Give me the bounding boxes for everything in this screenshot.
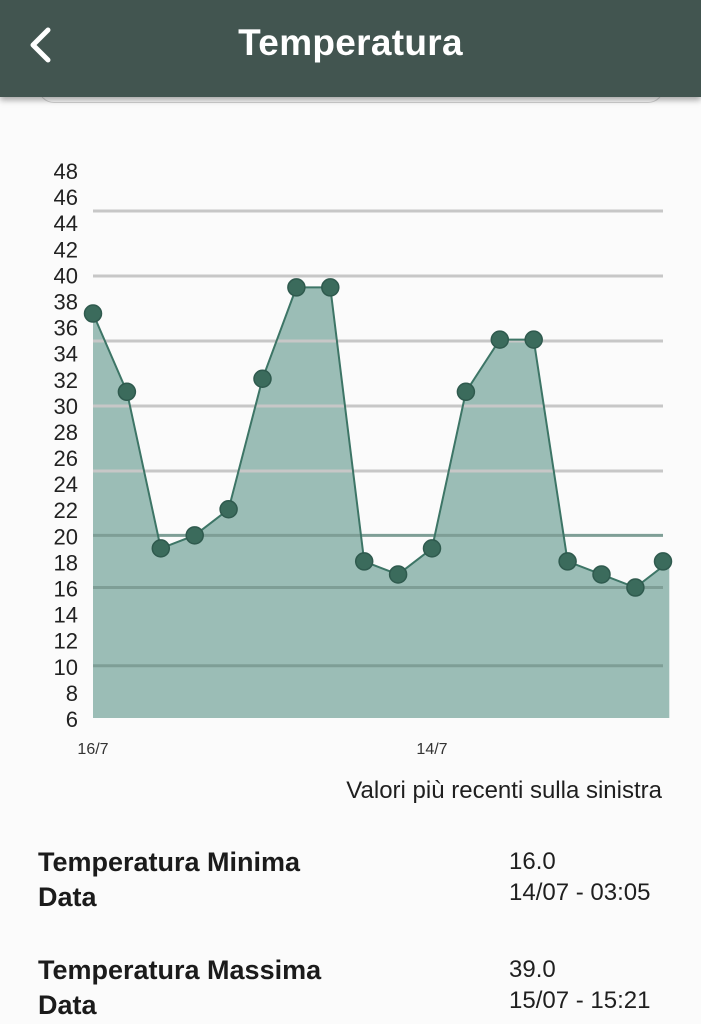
y-tick-label: 24 bbox=[54, 472, 78, 497]
data-point bbox=[524, 330, 543, 349]
data-point bbox=[354, 552, 374, 571]
min-date-label: Data bbox=[38, 882, 97, 912]
data-point bbox=[151, 539, 171, 558]
data-point bbox=[219, 499, 238, 519]
max-temp-value: 39.0 bbox=[509, 956, 556, 983]
data-point bbox=[117, 382, 137, 402]
app-bar: Temperatura bbox=[0, 0, 701, 97]
y-tick-label: 42 bbox=[54, 237, 78, 262]
y-tick-label: 44 bbox=[54, 211, 78, 236]
min-temp-date: 14/07 - 03:05 bbox=[509, 879, 651, 906]
data-point bbox=[321, 278, 340, 297]
y-tick-label: 48 bbox=[54, 159, 78, 184]
y-tick-label: 14 bbox=[54, 603, 78, 628]
y-tick-label: 8 bbox=[66, 681, 78, 706]
data-point bbox=[592, 565, 611, 584]
x-tick-label: 14/7 bbox=[416, 741, 447, 758]
chart-note: Valori più recenti sulla sinistra bbox=[346, 777, 662, 804]
y-tick-label: 18 bbox=[54, 550, 78, 575]
y-tick-label: 30 bbox=[54, 394, 78, 419]
min-temp-label: Temperatura Minima bbox=[38, 847, 301, 877]
y-tick-label: 26 bbox=[54, 446, 78, 471]
y-tick-label: 32 bbox=[54, 368, 78, 393]
y-tick-label: 40 bbox=[54, 263, 78, 288]
data-point bbox=[422, 539, 442, 558]
data-point bbox=[185, 526, 204, 545]
y-tick-label: 28 bbox=[54, 420, 78, 445]
data-point bbox=[558, 552, 577, 571]
data-point bbox=[388, 565, 408, 584]
y-tick-label: 6 bbox=[66, 707, 78, 732]
temperature-chart: 6810121416182022242628303234363840424446… bbox=[54, 159, 673, 758]
data-point bbox=[83, 304, 103, 323]
data-point bbox=[253, 369, 272, 389]
back-button[interactable] bbox=[18, 20, 64, 70]
y-tick-label: 20 bbox=[54, 524, 78, 549]
y-tick-label: 38 bbox=[54, 289, 78, 314]
y-tick-label: 12 bbox=[54, 629, 78, 654]
y-tick-label: 34 bbox=[54, 342, 78, 367]
max-date-label: Data bbox=[38, 990, 97, 1020]
page-title: Temperatura bbox=[238, 22, 463, 63]
min-temp-value: 16.0 bbox=[509, 848, 556, 875]
y-tick-label: 10 bbox=[54, 655, 78, 680]
area-fill bbox=[93, 287, 670, 718]
data-point bbox=[626, 578, 645, 597]
max-temp-label: Temperatura Massima bbox=[38, 955, 322, 985]
y-tick-label: 22 bbox=[54, 498, 78, 523]
max-temp-date: 15/07 - 15:21 bbox=[509, 987, 651, 1014]
y-tick-label: 36 bbox=[54, 316, 78, 341]
data-point bbox=[490, 330, 510, 349]
chevron-left-icon bbox=[30, 27, 51, 63]
data-point bbox=[456, 382, 476, 402]
data-point bbox=[653, 552, 673, 571]
x-tick-label: 16/7 bbox=[77, 741, 108, 758]
y-tick-label: 46 bbox=[54, 185, 78, 210]
y-tick-label: 16 bbox=[54, 577, 78, 602]
data-point bbox=[287, 278, 306, 297]
